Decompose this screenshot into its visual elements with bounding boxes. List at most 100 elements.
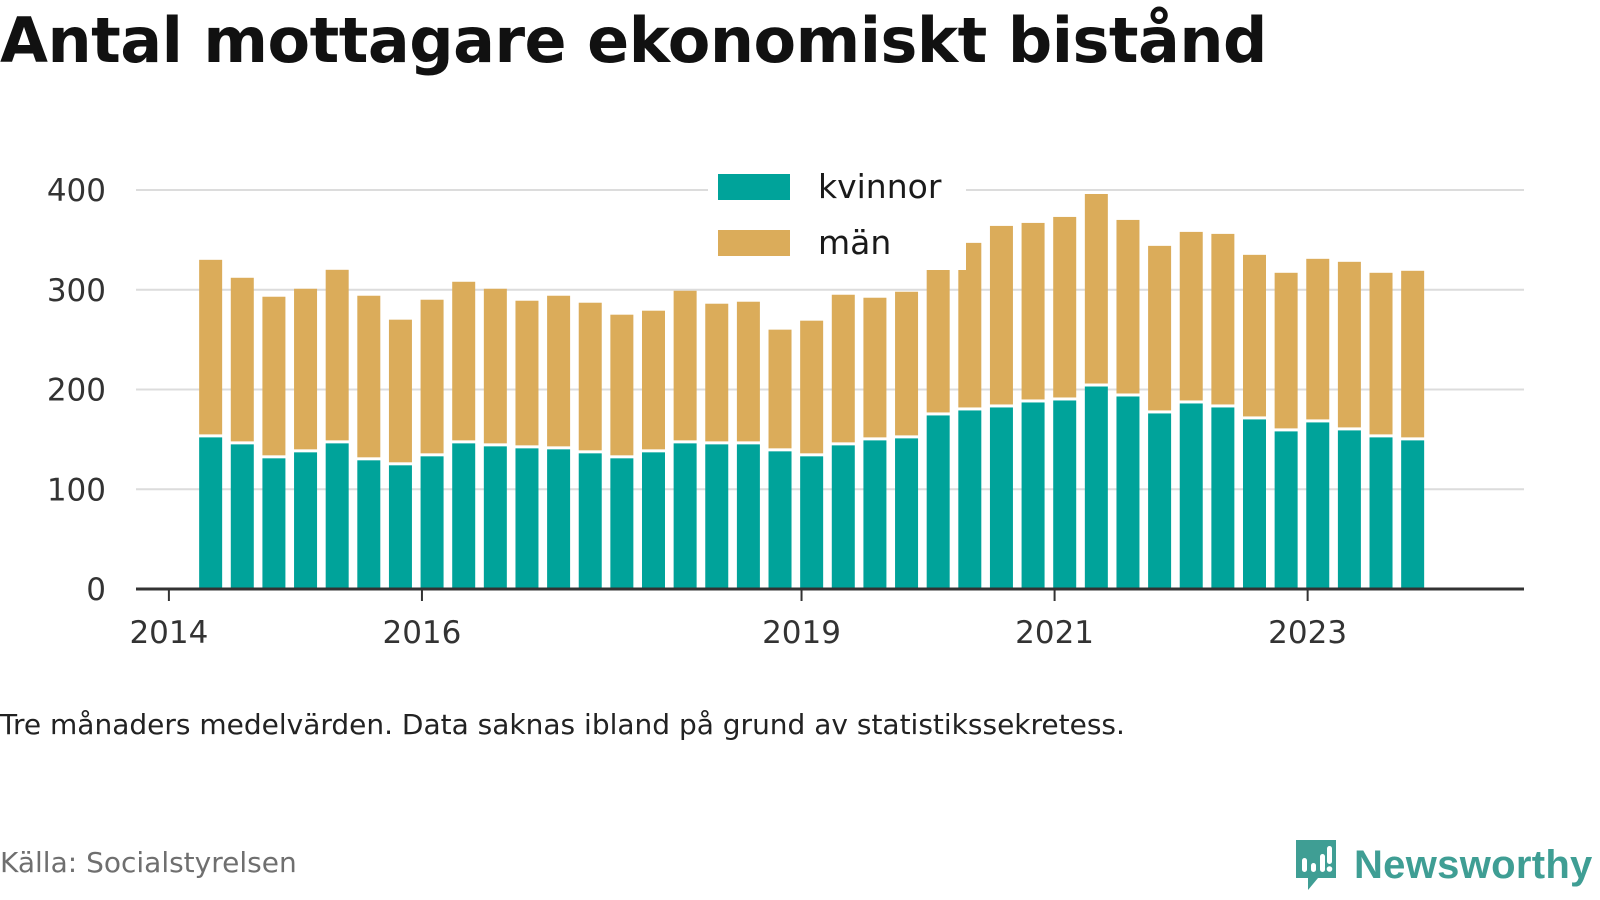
bar-kvinnor: [230, 444, 254, 589]
bar-kvinnor: [547, 449, 571, 589]
bar-man: [1148, 245, 1172, 411]
bar-kvinnor: [452, 443, 476, 589]
bar-man: [325, 269, 349, 441]
bar-man: [926, 245, 950, 413]
bar-kvinnor: [357, 460, 381, 589]
bar-kvinnor: [1179, 403, 1203, 589]
brand-name: Newsworthy: [1354, 842, 1593, 887]
bar-kvinnor: [1148, 413, 1172, 589]
bar-man: [578, 302, 602, 451]
bar-man: [1021, 222, 1045, 400]
y-tick-label: 300: [47, 273, 106, 309]
bar-man: [452, 281, 476, 441]
bar-man: [863, 297, 887, 438]
x-tick-label: 2016: [382, 615, 461, 651]
bar-kvinnor: [388, 465, 412, 589]
bar-kvinnor: [1337, 430, 1361, 589]
legend-swatch-kvinnor: [718, 174, 790, 200]
source-credit: Källa: Socialstyrelsen: [0, 846, 297, 879]
bar-man: [1306, 258, 1330, 420]
bar-man: [230, 277, 254, 442]
legend-label-man: män: [818, 223, 891, 262]
bar-kvinnor: [1274, 431, 1298, 589]
y-tick-label: 100: [47, 472, 106, 508]
x-tick-label: 2021: [1015, 615, 1094, 651]
bar-kvinnor: [863, 440, 887, 589]
bar-kvinnor: [1211, 407, 1235, 589]
bar-man: [547, 295, 571, 447]
bar-man: [1401, 270, 1425, 438]
bar-man: [958, 242, 982, 408]
bar-man: [1369, 272, 1393, 435]
bars: [199, 193, 1425, 589]
bar-man: [357, 295, 381, 458]
bar-kvinnor: [831, 445, 855, 589]
bar-man: [199, 259, 223, 435]
bar-man: [1116, 219, 1140, 394]
bar-man: [1053, 216, 1077, 398]
bar-man: [294, 288, 318, 450]
bar-kvinnor: [989, 407, 1013, 589]
bar-kvinnor: [1401, 440, 1425, 589]
legend-swatch-man: [718, 230, 790, 256]
bar-kvinnor: [1053, 400, 1077, 589]
axes: 0 100 200 300 400 2014 2016 2019 2021 2023: [47, 173, 1524, 651]
bar-man: [641, 310, 665, 450]
x-tick-label: 2023: [1268, 615, 1347, 651]
bar-kvinnor: [483, 446, 507, 589]
bar-kvinnor: [800, 456, 824, 589]
chart-note: Tre månaders medelvärden. Data saknas ib…: [0, 708, 1125, 741]
bar-kvinnor: [1242, 419, 1266, 589]
legend: kvinnor män: [708, 154, 966, 270]
bar-kvinnor: [515, 448, 539, 589]
bar-man: [768, 329, 792, 449]
bar-man: [800, 320, 824, 454]
bar-man: [831, 294, 855, 443]
bar-kvinnor: [926, 415, 950, 589]
bar-man: [705, 303, 729, 442]
chart-title: Antal mottagare ekonomiskt bistånd: [0, 4, 1267, 77]
bar-man: [1211, 233, 1235, 405]
bar-kvinnor: [958, 410, 982, 589]
bar-kvinnor: [895, 438, 919, 589]
brand-logo: Newsworthy: [1292, 838, 1593, 892]
x-tick-label: 2019: [762, 615, 841, 651]
bar-kvinnor: [641, 452, 665, 589]
bar-kvinnor: [1116, 396, 1140, 589]
bar-kvinnor: [1084, 386, 1108, 589]
bar-man: [673, 290, 697, 441]
x-tick-label: 2014: [129, 615, 208, 651]
bar-man: [1337, 261, 1361, 428]
newsworthy-logo-icon: [1296, 840, 1336, 890]
bar-man: [1274, 272, 1298, 429]
bar-kvinnor: [1369, 437, 1393, 589]
bar-man: [610, 314, 634, 456]
bar-man: [420, 299, 444, 454]
y-tick-label: 200: [47, 373, 106, 409]
bar-kvinnor: [1021, 402, 1045, 589]
bar-kvinnor: [262, 458, 286, 589]
bar-kvinnor: [705, 444, 729, 589]
bar-man: [515, 300, 539, 446]
bar-man: [1084, 193, 1108, 384]
bar-man: [483, 288, 507, 444]
bar-kvinnor: [1306, 422, 1330, 589]
bar-kvinnor: [768, 451, 792, 589]
bar-man: [262, 296, 286, 456]
bar-man: [1179, 231, 1203, 401]
stacked-bar-chart: 0 100 200 300 400 2014 2016 2019 2021 2023 kvinno…: [47, 154, 1524, 651]
bar-man: [1242, 254, 1266, 417]
bar-kvinnor: [199, 437, 223, 589]
bar-kvinnor: [420, 456, 444, 589]
legend-label-kvinnor: kvinnor: [818, 167, 942, 206]
bar-man: [989, 225, 1013, 405]
bar-man: [388, 319, 412, 463]
bar-kvinnor: [736, 444, 760, 589]
bar-kvinnor: [673, 443, 697, 589]
bar-man: [895, 291, 919, 436]
y-tick-label: 400: [47, 173, 106, 209]
bar-man: [736, 301, 760, 442]
bar-kvinnor: [610, 458, 634, 589]
bar-kvinnor: [294, 452, 318, 589]
y-tick-label: 0: [86, 572, 106, 608]
